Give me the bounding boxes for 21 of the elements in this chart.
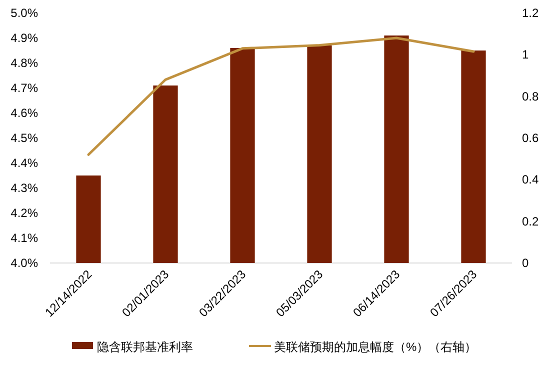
y-tick-label: 4.6% — [10, 106, 38, 120]
y-tick-label: 4.7% — [10, 81, 38, 95]
y-tick-label: 4.2% — [10, 206, 38, 220]
legend-label: 隐含联邦基准利率 — [97, 340, 193, 354]
y2-tick-label: 0.2 — [522, 214, 540, 228]
y2-tick-label: 0.8 — [522, 89, 540, 104]
y-tick-label: 5.0% — [10, 6, 38, 20]
y2-tick-label: 0 — [522, 256, 529, 270]
y2-tick-label: 1 — [522, 48, 529, 62]
y-tick-label: 4.3% — [10, 181, 38, 195]
legend-label: 美联储预期的加息幅度（%）（右轴） — [274, 340, 477, 354]
y-tick-label: 4.8% — [10, 56, 38, 70]
y-tick-label: 4.4% — [10, 156, 38, 170]
y-tick-label: 4.5% — [10, 131, 38, 145]
y-tick-label: 4.9% — [10, 31, 38, 45]
y2-tick-label: 1.2 — [522, 6, 540, 20]
y2-tick-label: 0.6 — [522, 131, 540, 145]
line-series — [87, 36, 475, 156]
y-tick-label: 4.0% — [10, 256, 38, 270]
y2-tick-label: 0.4 — [522, 172, 540, 187]
y-tick-label: 4.1% — [10, 231, 38, 245]
